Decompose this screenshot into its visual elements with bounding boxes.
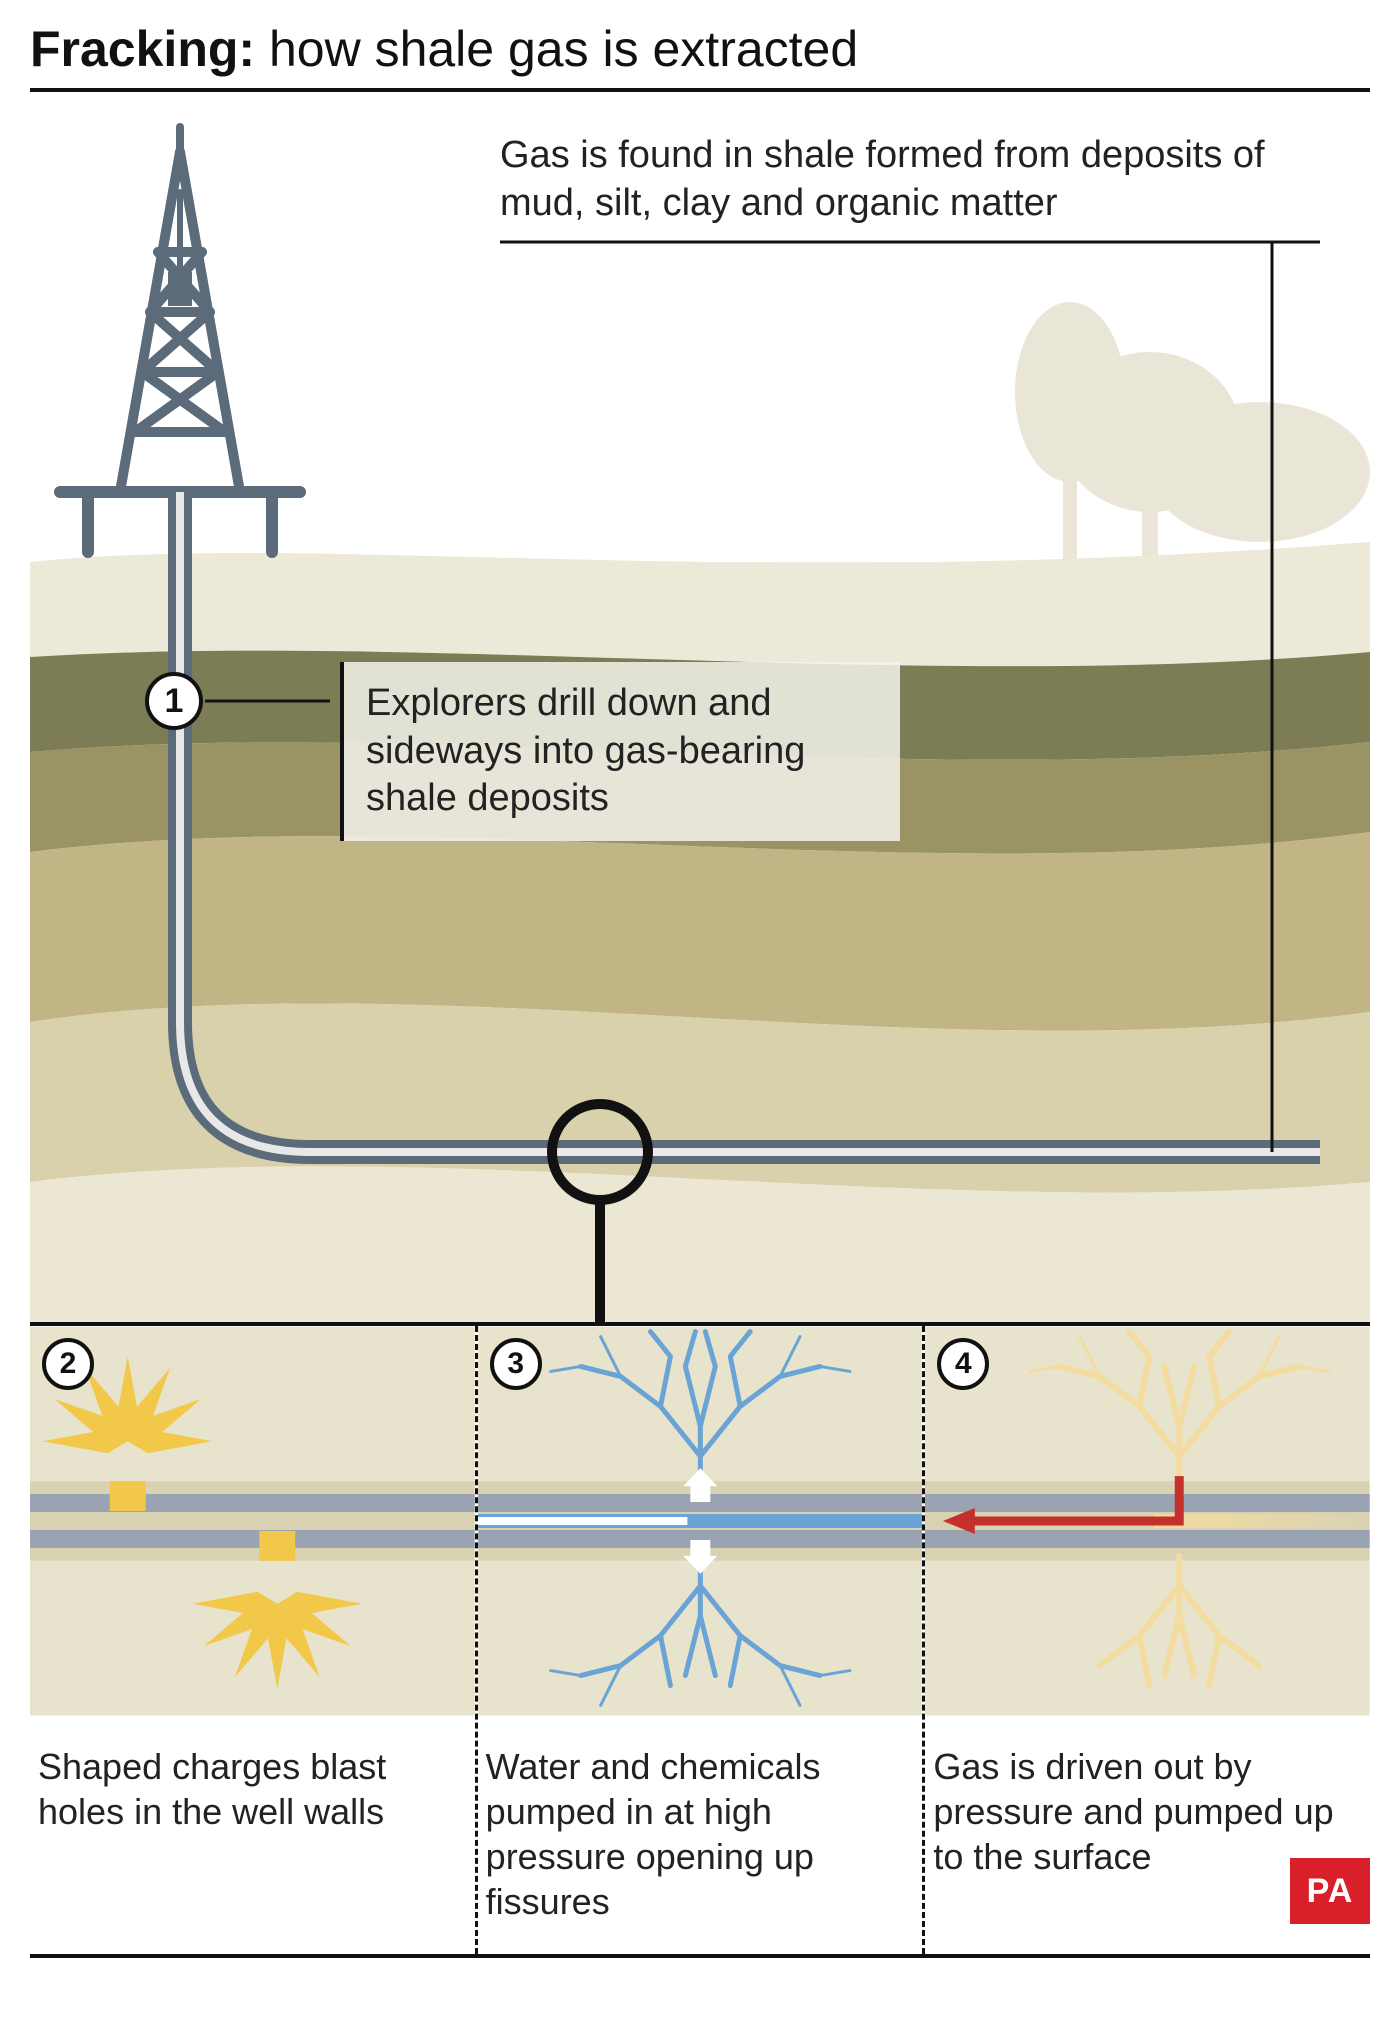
- title-rest: how shale gas is extracted: [255, 21, 858, 77]
- page-title: Fracking: how shale gas is extracted: [30, 20, 1370, 92]
- infographic-container: Fracking: how shale gas is extracted: [0, 0, 1400, 1968]
- main-illustration: Gas is found in shale formed from deposi…: [30, 92, 1370, 1322]
- step-badge-3: 3: [490, 1338, 542, 1390]
- panel-step-2: 2 Shaped charges blast holes in the well…: [30, 1326, 475, 1954]
- panel4-graphic: 4: [925, 1326, 1370, 1716]
- attribution-badge: PA: [1290, 1858, 1370, 1924]
- panel3-graphic: 3: [478, 1326, 923, 1716]
- step-badge-2: 2: [42, 1338, 94, 1390]
- step2-text: Shaped charges blast holes in the well w…: [30, 1716, 475, 1834]
- step1-text: Explorers drill down and sideways into g…: [340, 662, 900, 841]
- step-badge-4: 4: [937, 1338, 989, 1390]
- intro-text: Gas is found in shale formed from deposi…: [500, 132, 1350, 227]
- step-badge-1: 1: [145, 672, 203, 730]
- step3-text: Water and chemicals pumped in at high pr…: [478, 1716, 923, 1924]
- panel-step-3: 3 Water and chemicals pumped in at high …: [475, 1326, 923, 1954]
- panel2-graphic: 2: [30, 1326, 475, 1716]
- step4-text: Gas is driven out by pressure and pumped…: [925, 1716, 1370, 1879]
- panels-row: 2 Shaped charges blast holes in the well…: [30, 1326, 1370, 1958]
- title-bold: Fracking:: [30, 21, 255, 77]
